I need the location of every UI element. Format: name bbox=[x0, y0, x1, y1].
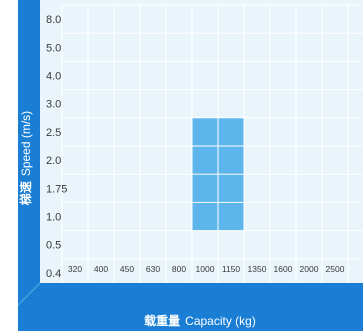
x-axis-label: 载重量 Capacity (kg) bbox=[144, 313, 256, 328]
y-tick-label: 3.0 bbox=[46, 99, 61, 111]
x-axis-label-zh: 载重量 bbox=[144, 313, 180, 328]
y-axis-label: 梯速 Speed (m/s) bbox=[18, 111, 33, 205]
y-tick-label: 2.5 bbox=[46, 127, 61, 139]
x-tick-label: 1350 bbox=[248, 264, 267, 274]
y-axis-label-en: Speed (m/s) bbox=[19, 111, 33, 176]
y-tick-label: 1.75 bbox=[46, 183, 67, 195]
x-axis-label-en: Capacity (kg) bbox=[185, 314, 256, 328]
y-tick-label: 8.0 bbox=[46, 14, 61, 26]
y-tick-label: 1.0 bbox=[46, 212, 61, 224]
x-tick-labels: 320 400 450 630 800 1000 1150 1350 1600 2000 2500 bbox=[68, 264, 345, 274]
available-cell bbox=[192, 174, 218, 202]
available-cell bbox=[192, 118, 218, 146]
left-margin bbox=[0, 0, 18, 331]
x-tick-label: 2500 bbox=[326, 264, 345, 274]
y-axis-label-zh: 梯速 bbox=[18, 181, 33, 205]
y-tick-label: 4.0 bbox=[46, 71, 61, 83]
available-cell bbox=[218, 174, 244, 202]
x-tick-label: 1600 bbox=[274, 264, 293, 274]
x-tick-label: 320 bbox=[68, 264, 82, 274]
x-tick-label: 630 bbox=[146, 264, 160, 274]
axis-corner-line bbox=[17, 282, 41, 306]
y-tick-label: 2.0 bbox=[46, 155, 61, 167]
available-cell bbox=[192, 202, 218, 231]
plot-area bbox=[40, 0, 363, 288]
corner-cutout bbox=[0, 305, 18, 331]
x-tick-label: 1150 bbox=[222, 264, 241, 274]
available-cell bbox=[218, 118, 244, 146]
x-tick-label: 1000 bbox=[196, 264, 215, 274]
x-tick-label: 800 bbox=[172, 264, 186, 274]
x-tick-label: 400 bbox=[94, 264, 108, 274]
available-cell bbox=[218, 146, 244, 174]
available-cell bbox=[192, 146, 218, 174]
y-tick-label: 0.5 bbox=[46, 240, 61, 252]
x-tick-label: 2000 bbox=[300, 264, 319, 274]
x-tick-label: 450 bbox=[120, 264, 134, 274]
y-tick-labels: 8.0 5.0 4.0 3.0 2.5 2.0 1.75 1.0 0.5 0.4 bbox=[46, 14, 67, 280]
y-tick-label: 5.0 bbox=[46, 42, 61, 54]
available-cell bbox=[218, 202, 244, 231]
y-tick-label: 0.4 bbox=[46, 268, 61, 280]
